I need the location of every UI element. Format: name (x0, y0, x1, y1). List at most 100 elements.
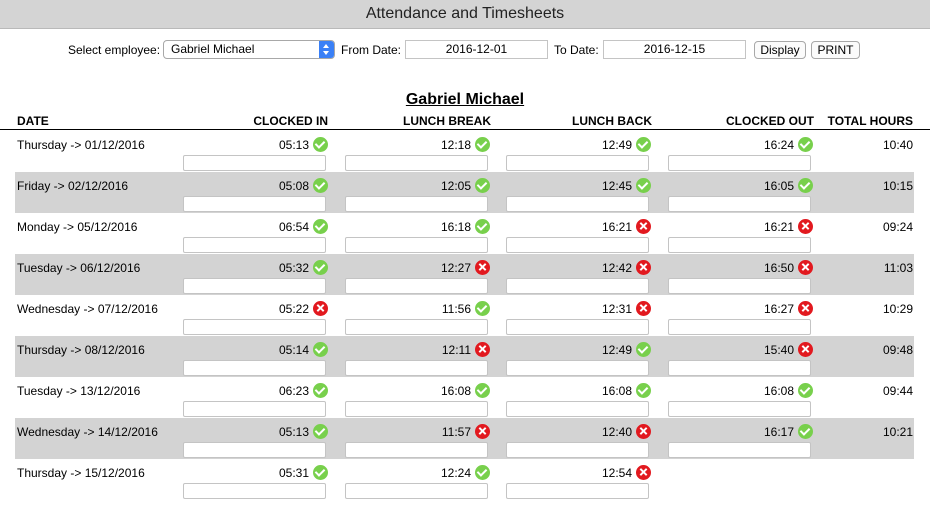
lunch-back-note-input[interactable] (506, 360, 649, 376)
lunch-back-note-input[interactable] (506, 155, 649, 171)
clocked-in-note-input[interactable] (183, 360, 326, 376)
row-date: Friday -> 02/12/2016 (17, 179, 129, 193)
lunch-break-note-input[interactable] (345, 483, 488, 499)
check-circle-icon (313, 178, 328, 193)
lunch-break-note-input[interactable] (345, 196, 488, 212)
clocked-out-note-input[interactable] (668, 196, 811, 212)
x-circle-icon (798, 342, 813, 357)
row-date: Thursday -> 08/12/2016 (17, 343, 145, 357)
clocked-out-time: 16:24 (763, 138, 794, 152)
check-circle-icon (475, 301, 490, 316)
lunch-break-note-input[interactable] (345, 155, 488, 171)
clocked-out-note-input[interactable] (668, 237, 811, 253)
table-row: Tuesday -> 06/12/2016 05:32 12:27 12:42 … (15, 254, 914, 295)
check-circle-icon (313, 342, 328, 357)
lunch-back-note-input[interactable] (506, 196, 649, 212)
x-circle-icon (636, 301, 651, 316)
lunch-break-note-input[interactable] (345, 278, 488, 294)
clocked-in-note-input[interactable] (183, 278, 326, 294)
check-circle-icon (475, 178, 490, 193)
clocked-in-note-input[interactable] (183, 483, 326, 499)
clocked-in-note-input[interactable] (183, 401, 326, 417)
lunch-break-note-input[interactable] (345, 319, 488, 335)
clocked-out-note-input[interactable] (668, 155, 811, 171)
lunch-back-note-input[interactable] (506, 237, 649, 253)
clocked-in-time: 05:13 (278, 138, 309, 152)
clocked-in-time: 06:23 (278, 384, 309, 398)
row-date: Tuesday -> 13/12/2016 (17, 384, 141, 398)
x-circle-icon (475, 424, 490, 439)
clocked-out-time: 16:05 (763, 179, 794, 193)
lunch-break-note-input[interactable] (345, 360, 488, 376)
employee-select[interactable]: Gabriel Michael (163, 40, 335, 59)
page-title: Attendance and Timesheets (0, 0, 930, 29)
to-date-input[interactable]: 2016-12-15 (603, 40, 746, 59)
lunch-back-note-input[interactable] (506, 278, 649, 294)
lunch-back-time: 12:45 (601, 179, 632, 193)
filter-bar: Select employee: Gabriel Michael From Da… (0, 40, 930, 62)
check-circle-icon (636, 178, 651, 193)
clocked-out-note-input[interactable] (668, 442, 811, 458)
lunch-back-time: 12:49 (601, 138, 632, 152)
lunch-back-time: 12:54 (601, 466, 632, 480)
clocked-out-note-input[interactable] (668, 278, 811, 294)
clocked-out-note-input[interactable] (668, 319, 811, 335)
column-header-lunch-back: LUNCH BACK (572, 114, 652, 128)
check-circle-icon (475, 219, 490, 234)
row-date: Tuesday -> 06/12/2016 (17, 261, 141, 275)
total-hours: 09:48 (882, 343, 913, 357)
lunch-back-note-input[interactable] (506, 483, 649, 499)
check-circle-icon (636, 342, 651, 357)
check-circle-icon (313, 465, 328, 480)
from-date-input[interactable]: 2016-12-01 (405, 40, 548, 59)
clocked-out-time: 16:08 (763, 384, 794, 398)
check-circle-icon (475, 383, 490, 398)
x-circle-icon (798, 301, 813, 316)
check-circle-icon (313, 137, 328, 152)
table-row: Tuesday -> 13/12/2016 06:23 16:08 16:08 … (15, 377, 914, 418)
clocked-out-note-input[interactable] (668, 401, 811, 417)
lunch-break-time: 12:11 (441, 343, 471, 357)
lunch-back-note-input[interactable] (506, 401, 649, 417)
lunch-break-time: 12:24 (440, 466, 471, 480)
table-row: Friday -> 02/12/2016 05:08 12:05 12:45 1… (15, 172, 914, 213)
display-button[interactable]: Display (754, 41, 806, 59)
clocked-out-note-input[interactable] (668, 360, 811, 376)
lunch-break-note-input[interactable] (345, 401, 488, 417)
clocked-in-time: 05:31 (278, 466, 309, 480)
row-date: Thursday -> 15/12/2016 (17, 466, 145, 480)
lunch-break-note-input[interactable] (345, 442, 488, 458)
clocked-in-note-input[interactable] (183, 196, 326, 212)
clocked-in-note-input[interactable] (183, 442, 326, 458)
lunch-break-time: 12:18 (440, 138, 471, 152)
clocked-in-time: 05:22 (278, 302, 309, 316)
clocked-out-time: 16:17 (763, 425, 794, 439)
chevron-updown-icon[interactable] (319, 41, 334, 58)
select-employee-label: Select employee: (68, 43, 161, 57)
check-circle-icon (313, 424, 328, 439)
total-hours: 09:24 (882, 220, 913, 234)
check-circle-icon (798, 424, 813, 439)
clocked-in-time: 06:54 (278, 220, 309, 234)
column-header-clocked-in: CLOCKED IN (253, 114, 328, 128)
table-row: Thursday -> 01/12/2016 05:13 12:18 12:49… (15, 131, 914, 172)
clocked-in-time: 05:08 (278, 179, 309, 193)
check-circle-icon (798, 178, 813, 193)
x-circle-icon (475, 342, 490, 357)
lunch-break-note-input[interactable] (345, 237, 488, 253)
clocked-in-note-input[interactable] (183, 155, 326, 171)
table-row: Thursday -> 15/12/2016 05:31 12:24 12:54 (15, 459, 914, 500)
lunch-back-note-input[interactable] (506, 442, 649, 458)
check-circle-icon (313, 260, 328, 275)
lunch-break-time: 11:56 (441, 302, 471, 316)
x-circle-icon (636, 424, 651, 439)
lunch-back-note-input[interactable] (506, 319, 649, 335)
total-hours: 09:44 (882, 384, 913, 398)
x-circle-icon (475, 260, 490, 275)
table-row: Monday -> 05/12/2016 06:54 16:18 16:21 1… (15, 213, 914, 254)
total-hours: 11:03 (883, 261, 913, 275)
total-hours: 10:29 (882, 302, 913, 316)
print-button[interactable]: PRINT (811, 41, 860, 59)
clocked-in-note-input[interactable] (183, 237, 326, 253)
clocked-in-note-input[interactable] (183, 319, 326, 335)
